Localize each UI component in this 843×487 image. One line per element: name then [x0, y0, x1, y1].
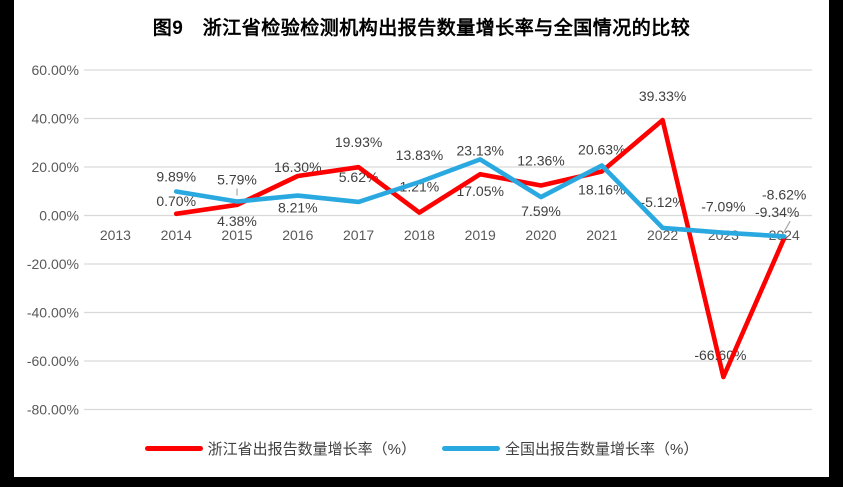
legend-label-zhejiang: 浙江省出报告数量增长率（%）: [207, 441, 416, 458]
label-leader-line: [781, 220, 791, 236]
series-line-national: [173, 157, 787, 239]
screen-border-bottom: [0, 477, 843, 487]
x-axis-tick-label: 2014: [161, 227, 192, 243]
data-label-series-0: 19.93%: [335, 134, 382, 150]
y-axis-tick-label: 60.00%: [32, 62, 79, 78]
x-axis-tick-label: 2021: [586, 227, 617, 243]
x-axis-tick-label: 2013: [100, 227, 131, 243]
data-label-series-1: 9.89%: [156, 169, 196, 185]
data-label-series-0: 1.21%: [400, 179, 440, 195]
data-label-series-1: -7.09%: [701, 199, 745, 215]
zhejiang-series-swatch: [144, 446, 203, 451]
x-axis-tick-label: 2015: [221, 227, 252, 243]
x-axis-tick-label: 2018: [404, 227, 435, 243]
y-axis-tick-label: -80.00%: [27, 402, 79, 418]
legend-item-zhejiang: 浙江省出报告数量增长率（%）: [144, 438, 416, 459]
data-label-series-1: -8.62%: [762, 186, 806, 202]
data-label-series-0: 39.33%: [639, 88, 686, 104]
data-label-series-0: 16.30%: [274, 159, 321, 175]
x-axis-tick-label: 2022: [647, 227, 678, 243]
x-axis-tick-label: 2017: [343, 227, 374, 243]
data-label-series-0: 17.05%: [456, 183, 503, 199]
chart-title: 图9 浙江省检验检测机构出报告数量增长率与全国情况的比较: [152, 18, 691, 39]
legend-label-national: 全国出报告数量增长率（%）: [505, 441, 699, 458]
x-axis-tick-label: 2020: [525, 227, 556, 243]
data-label-series-1: -5.12%: [640, 194, 684, 210]
y-axis-tick-label: 40.00%: [32, 111, 79, 127]
data-label-series-1: 5.79%: [217, 172, 257, 188]
y-axis-tick-label: -60.00%: [27, 353, 79, 369]
screen-border-right: [829, 0, 843, 487]
data-label-series-0: 12.36%: [517, 153, 564, 169]
legend: 浙江省出报告数量增长率（%） 全国出报告数量增长率（%）: [30, 438, 813, 459]
y-axis-tick-label: 20.00%: [32, 159, 79, 175]
x-axis-tick-label: 2016: [282, 227, 313, 243]
data-label-series-1: 8.21%: [278, 200, 318, 216]
y-axis-tick-label: 0.00%: [39, 208, 79, 224]
screen-border-left: [0, 0, 14, 487]
data-label-series-0: 4.38%: [217, 213, 257, 229]
data-label-series-0: -9.34%: [755, 204, 799, 220]
data-label-series-0: 18.16%: [578, 182, 625, 198]
x-axis-tick-label: 2019: [465, 227, 496, 243]
y-axis-tick-label: -40.00%: [27, 305, 79, 321]
y-axis-tick-label: -20.00%: [27, 256, 79, 272]
data-label-series-1: 7.59%: [521, 203, 561, 219]
data-label-series-1: 23.13%: [456, 142, 503, 158]
data-label-series-1: 13.83%: [396, 147, 443, 163]
legend-item-national: 全国出报告数量增长率（%）: [442, 438, 698, 459]
data-label-series-0: 0.70%: [156, 193, 196, 209]
national-series-swatch: [442, 446, 500, 451]
series-line-zhejiang: [173, 117, 787, 380]
data-label-series-1: 20.63%: [578, 142, 625, 158]
